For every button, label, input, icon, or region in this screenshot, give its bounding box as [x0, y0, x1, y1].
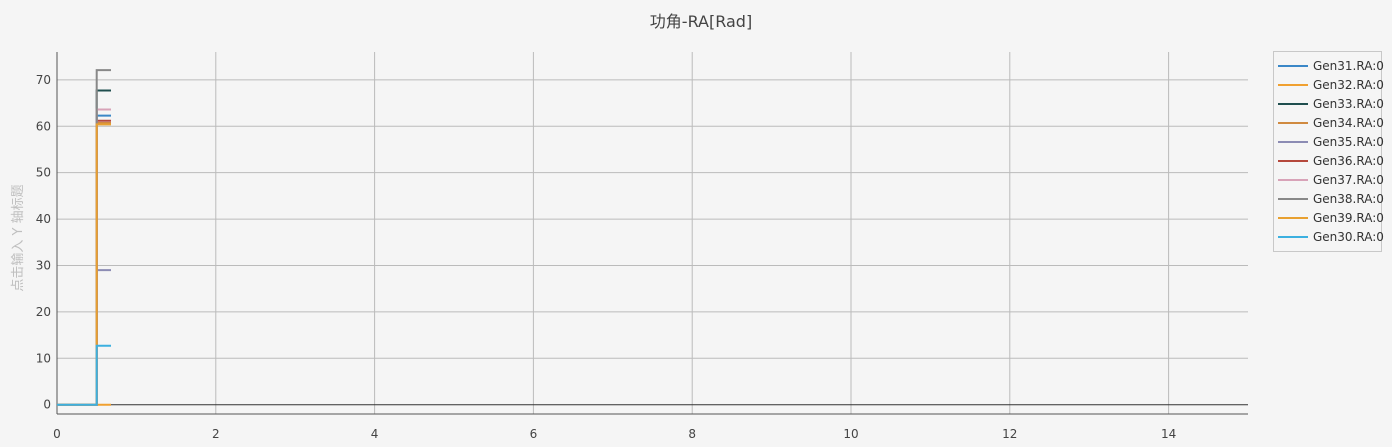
- x-tick-label: 6: [530, 427, 538, 441]
- series-line[interactable]: [57, 269, 111, 406]
- legend-item[interactable]: Gen38.RA:0: [1278, 192, 1384, 206]
- x-tick-label: 12: [1002, 427, 1017, 441]
- legend-item[interactable]: Gen31.RA:0: [1278, 59, 1384, 73]
- x-tick-label: 0: [53, 427, 61, 441]
- legend-item[interactable]: Gen30.RA:0: [1278, 230, 1384, 244]
- x-tick-label: 8: [688, 427, 696, 441]
- series-group: [57, 69, 111, 406]
- chart-title: 功角-RA[Rad]: [650, 12, 752, 31]
- legend: Gen31.RA:0 Gen32.RA:0 Gen33.RA:0 Gen34.RA:0…: [1273, 51, 1384, 252]
- y-tick-label: 10: [36, 351, 51, 365]
- y-tick-label: 50: [36, 166, 51, 180]
- y-tick-label: 70: [36, 73, 51, 87]
- x-tick-label: 10: [843, 427, 858, 441]
- y-tick-label: 0: [43, 398, 51, 412]
- x-tick-label: 14: [1161, 427, 1176, 441]
- legend-label: Gen36.RA:0: [1313, 154, 1384, 168]
- legend-item[interactable]: Gen37.RA:0: [1278, 173, 1384, 187]
- y-axis-title[interactable]: 点击输入 Y 轴标题: [10, 184, 26, 291]
- legend-label: Gen34.RA:0: [1313, 116, 1384, 130]
- x-tick-label: 2: [212, 427, 220, 441]
- legend-item[interactable]: Gen35.RA:0: [1278, 135, 1384, 149]
- series-line[interactable]: [57, 122, 111, 406]
- legend-item[interactable]: Gen34.RA:0: [1278, 116, 1384, 130]
- series-line[interactable]: [57, 89, 111, 406]
- y-tick-label: 30: [36, 258, 51, 272]
- legend-label: Gen32.RA:0: [1313, 78, 1384, 92]
- series-line[interactable]: [57, 119, 111, 406]
- series-line[interactable]: [57, 108, 111, 406]
- grid: [57, 52, 1248, 414]
- legend-label: Gen33.RA:0: [1313, 97, 1384, 111]
- legend-label: Gen30.RA:0: [1313, 230, 1384, 244]
- legend-label: Gen37.RA:0: [1313, 173, 1384, 187]
- legend-item[interactable]: Gen33.RA:0: [1278, 97, 1384, 111]
- legend-item[interactable]: Gen36.RA:0: [1278, 154, 1384, 168]
- y-tick-label: 60: [36, 119, 51, 133]
- legend-label: Gen38.RA:0: [1313, 192, 1384, 206]
- legend-label: Gen31.RA:0: [1313, 59, 1384, 73]
- axes: 0 2 4 6 8 10 12 14 0 10 20 30 40 50 60 70: [36, 52, 1248, 441]
- series-line[interactable]: [57, 123, 111, 406]
- y-tick-label: 40: [36, 212, 51, 226]
- legend-label: Gen39.RA:0: [1313, 211, 1384, 225]
- series-line[interactable]: [57, 114, 111, 406]
- series-line[interactable]: [57, 344, 111, 406]
- y-tick-label: 20: [36, 305, 51, 319]
- legend-label: Gen35.RA:0: [1313, 135, 1384, 149]
- legend-item[interactable]: Gen39.RA:0: [1278, 211, 1384, 225]
- x-tick-label: 4: [371, 427, 379, 441]
- legend-item[interactable]: Gen32.RA:0: [1278, 78, 1384, 92]
